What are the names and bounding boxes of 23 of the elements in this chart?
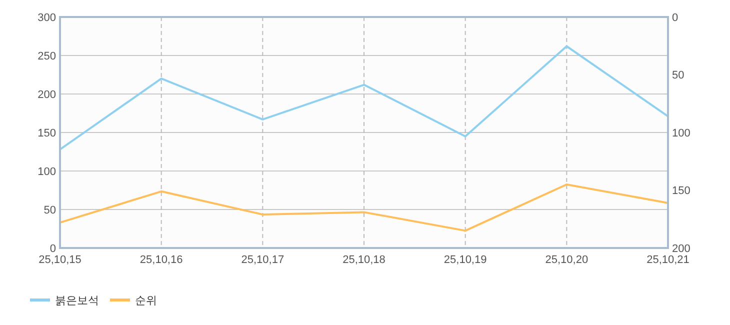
y-tick-label: 100 bbox=[38, 166, 56, 178]
y-tick-label: 50 bbox=[44, 204, 56, 216]
x-tick-label: 25,10,20 bbox=[545, 254, 588, 266]
y2-tick-label: 150 bbox=[672, 185, 690, 198]
x-tick-label: 25,10,18 bbox=[342, 254, 386, 266]
line-series bbox=[59, 45, 669, 150]
y-tick-label: 150 bbox=[38, 127, 56, 140]
x-tick-label: 25,10,17 bbox=[241, 254, 284, 266]
y-tick-label: 250 bbox=[38, 50, 56, 62]
y2-tick-label: 100 bbox=[672, 127, 690, 140]
x-tick-label: 25,10,15 bbox=[38, 254, 82, 266]
legend-label: 순위 bbox=[135, 294, 157, 307]
y-tick-label: 0 bbox=[50, 242, 56, 255]
y-tick-label: 200 bbox=[38, 88, 56, 101]
y2-tick-label: 200 bbox=[672, 242, 690, 255]
y2-tick-label: 0 bbox=[672, 12, 678, 24]
legend-label: 붉은보석 bbox=[55, 294, 99, 307]
x-tick-label: 25,10,19 bbox=[444, 254, 487, 266]
y-tick-label: 300 bbox=[38, 12, 56, 24]
x-tick-label: 25,10,21 bbox=[646, 254, 690, 266]
line-series bbox=[59, 183, 669, 232]
y2-tick-label: 50 bbox=[672, 70, 684, 82]
x-tick-label: 25,10,16 bbox=[140, 254, 183, 266]
